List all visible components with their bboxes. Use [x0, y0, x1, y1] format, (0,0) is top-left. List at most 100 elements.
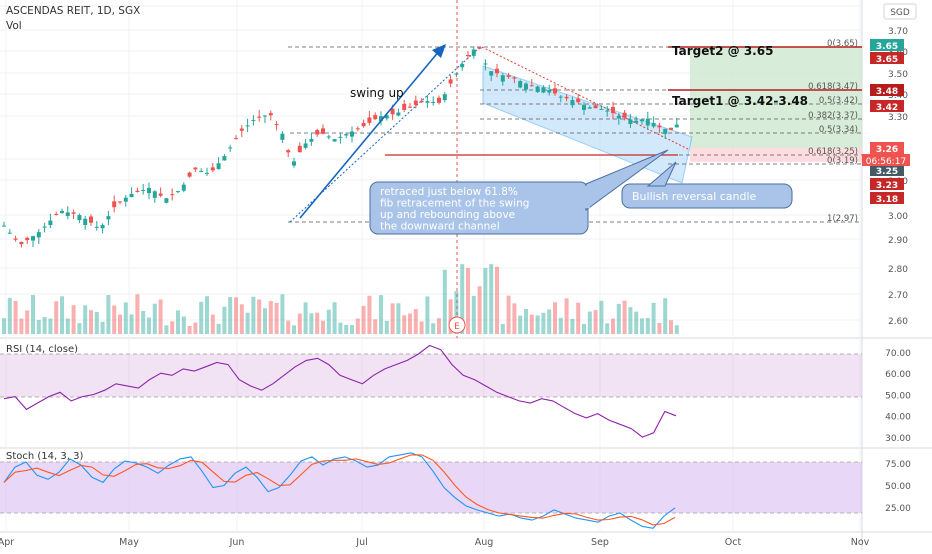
price-tick-label: 2.60 [888, 317, 908, 327]
candle-body [373, 115, 378, 120]
candle-body [77, 215, 82, 221]
volume-bar [297, 313, 302, 334]
volume-bar [437, 318, 441, 334]
candle-body [350, 131, 354, 137]
volume-bar [361, 305, 366, 334]
candle-body [500, 75, 505, 82]
volume-bar [54, 301, 59, 334]
volume-bar [570, 318, 575, 334]
candle-body [123, 197, 128, 202]
volume-bar [65, 318, 70, 334]
volume-bar [448, 299, 453, 334]
volume-bar [669, 320, 673, 334]
volume-bar [674, 325, 679, 334]
volume-bar [628, 307, 633, 334]
candle-body [152, 191, 157, 198]
volume-bar [535, 315, 540, 334]
candle-body [396, 112, 401, 116]
target2-label: Target2 @ 3.65 [672, 44, 773, 58]
fib-label: 0.618(3.47) [808, 82, 858, 92]
retrace-line: the downward channel [380, 221, 500, 233]
volume-bar [355, 318, 360, 334]
time-tick-label: Aug [475, 537, 494, 548]
candle-body [7, 232, 12, 234]
candle-body [199, 171, 204, 173]
volume-bar [286, 320, 291, 334]
candle-body [605, 110, 610, 112]
candle-body [460, 64, 465, 68]
fib-label: 0(3.65) [827, 39, 858, 49]
candle-body [431, 102, 436, 104]
volume-bar [454, 291, 459, 334]
swing-arrowhead [432, 44, 446, 58]
candle-body [344, 134, 349, 136]
price-tag-label: 3.25 [876, 167, 898, 177]
volume-bar [36, 319, 41, 334]
volume-bar [460, 264, 465, 334]
time-tick-label: Jul [355, 537, 367, 548]
volume-bar [193, 322, 198, 334]
volume-bar [599, 300, 604, 334]
price-tag-label: 3.65 [876, 42, 898, 52]
candle-body [413, 100, 418, 105]
candle-body [645, 118, 650, 126]
candle-body [535, 86, 540, 93]
price-tag [870, 164, 904, 176]
candle-body [228, 147, 233, 149]
candle-body [2, 225, 6, 227]
rsi-tick-label: 50.00 [885, 391, 911, 401]
volume-bar [413, 309, 418, 334]
stoch-tick-label: 50.00 [885, 482, 911, 492]
candle-body [674, 124, 679, 128]
candle-body [657, 125, 662, 128]
candle-body [628, 119, 633, 125]
retrace-line: fib retracement of the swing [380, 198, 529, 210]
candle-body [54, 213, 59, 215]
volume-bar [94, 311, 99, 334]
candle-body [251, 120, 256, 122]
candle-body [338, 136, 343, 138]
volume-bar [118, 314, 122, 334]
candle-body [118, 201, 122, 203]
volume-bar [518, 315, 523, 334]
candle-body [355, 128, 360, 130]
fib-label: 1(2.97) [827, 214, 858, 224]
price-tick-label: 2.80 [888, 265, 908, 275]
volume-bar [587, 311, 592, 334]
price-axis: 3.803.703.603.503.403.303.203.103.002.90… [862, 3, 910, 327]
volume-bar [553, 302, 557, 334]
candle-body [564, 96, 569, 99]
volume-bar [222, 306, 227, 334]
volume-bar [112, 305, 117, 334]
volume-bar [338, 322, 343, 334]
candle-body [547, 90, 552, 93]
volume-bar [274, 302, 279, 334]
volume-bar [657, 322, 662, 334]
volume-bar [315, 312, 320, 334]
candle-body [634, 120, 639, 123]
volume-bar [547, 309, 552, 334]
candle-body [640, 119, 644, 122]
candle-body [286, 150, 291, 153]
candle-body [425, 101, 430, 103]
price-tick-label: 3.70 [888, 27, 908, 37]
volume-bar [645, 318, 650, 334]
candle-body [216, 163, 221, 170]
candle-body [222, 156, 227, 161]
candle-body [42, 226, 47, 228]
currency-badge[interactable] [883, 3, 917, 20]
stoch-tick-label: 25.00 [885, 504, 911, 514]
candle-body [570, 100, 575, 106]
volume-bar [344, 324, 349, 334]
volume-bar [425, 296, 430, 334]
volume-bar [100, 321, 105, 334]
volume-bar [268, 300, 273, 334]
candle-body [471, 49, 476, 56]
volume-bar [558, 317, 563, 334]
volume-bar [506, 295, 511, 334]
volume-bar [408, 313, 412, 334]
swing-label: swing up [350, 86, 404, 100]
candle-body [541, 87, 546, 93]
candle-body [280, 133, 285, 140]
candle-body [19, 241, 24, 245]
